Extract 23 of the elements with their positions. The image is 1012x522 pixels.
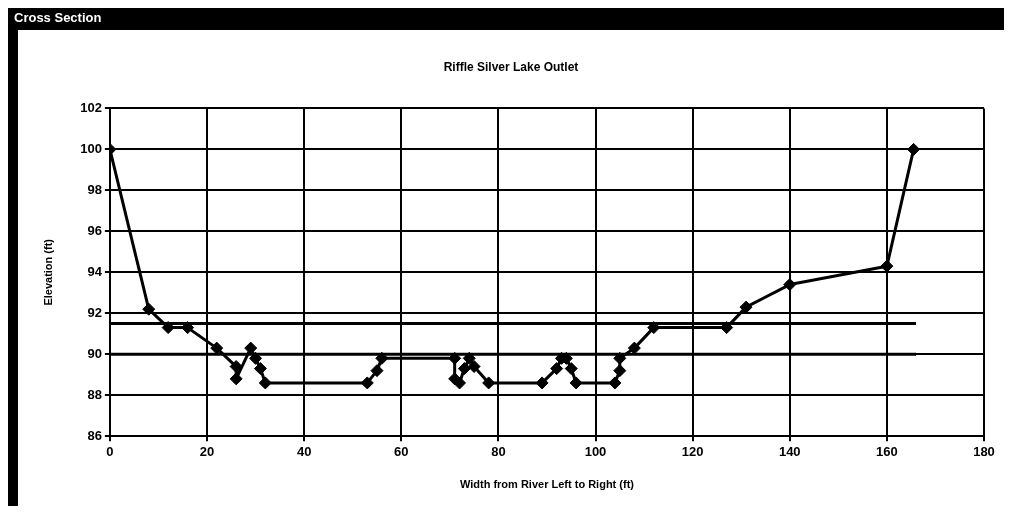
x-tick-label: 80: [491, 443, 506, 459]
text: Cross Section: [14, 10, 102, 25]
x-tick-label: 0: [106, 443, 114, 459]
y-axis-title: Elevation (ft): [41, 238, 54, 306]
x-tick-label: 20: [199, 443, 215, 459]
x-tick-label: 40: [296, 443, 312, 459]
y-tick-label: 92: [87, 304, 102, 320]
y-tick-label: 88: [87, 386, 102, 402]
x-axis-title: Width from River Left to Right (ft): [459, 478, 635, 491]
chart-title: Riffle Silver Lake Outlet: [443, 59, 579, 74]
x-tick-label: 160: [876, 443, 898, 459]
y-tick-label: 96: [87, 222, 102, 238]
y-tick-label: 98: [87, 181, 102, 197]
x-tick-label: 180: [973, 443, 995, 459]
x-tick-label: 120: [681, 443, 704, 459]
x-tick-label: 140: [778, 443, 801, 459]
y-tick-label: 90: [87, 345, 102, 361]
x-tick-label: 60: [394, 443, 409, 459]
x-tick-label: 100: [584, 443, 607, 459]
y-tick-label: 94: [87, 263, 103, 279]
y-tick-label: 102: [80, 99, 102, 115]
y-tick-label: 100: [80, 140, 102, 156]
y-tick-label: 86: [87, 427, 102, 443]
